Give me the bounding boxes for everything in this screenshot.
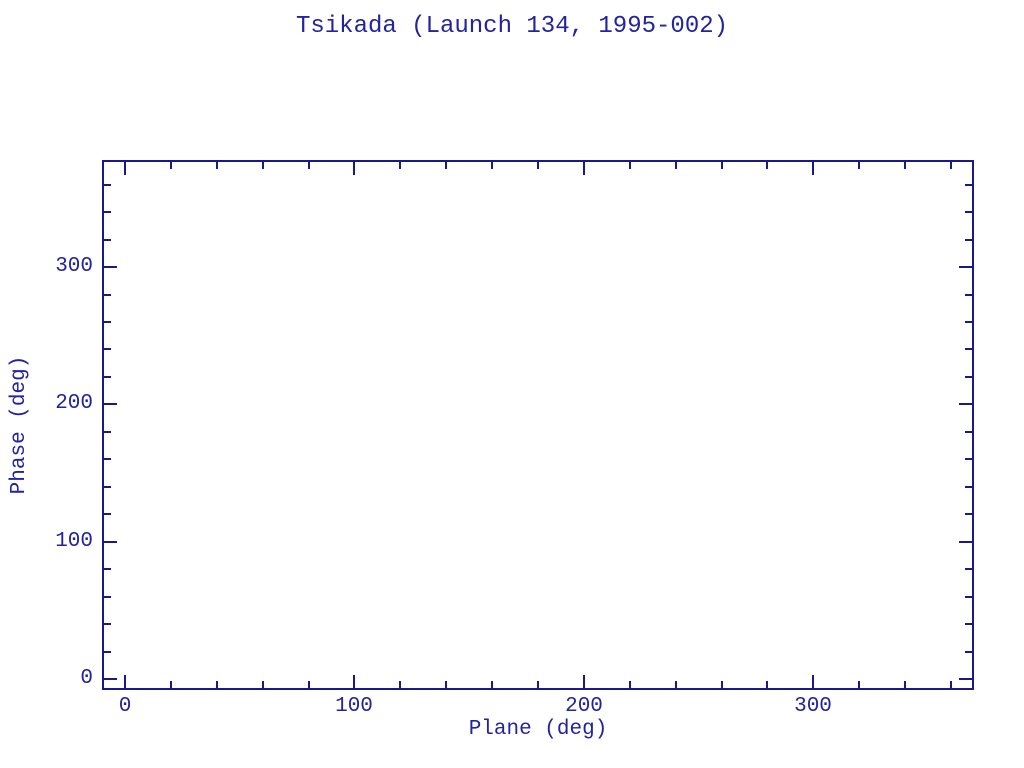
y-tick-label: 300 — [55, 255, 93, 278]
x-minor-tick — [950, 162, 952, 169]
y-minor-tick — [104, 623, 111, 625]
plot-frame — [102, 160, 974, 690]
x-major-tick — [124, 675, 126, 688]
x-minor-tick — [629, 681, 631, 688]
x-minor-tick — [491, 681, 493, 688]
y-minor-tick — [104, 568, 111, 570]
x-minor-tick — [445, 681, 447, 688]
x-minor-tick — [491, 162, 493, 169]
x-minor-tick — [262, 162, 264, 169]
y-minor-tick — [965, 211, 972, 213]
y-minor-tick — [965, 623, 972, 625]
y-minor-tick — [104, 321, 111, 323]
x-major-tick — [583, 162, 585, 175]
x-axis-label: Plane (deg) — [468, 718, 608, 741]
y-major-tick — [959, 678, 972, 680]
y-minor-tick — [965, 486, 972, 488]
y-major-tick — [104, 266, 117, 268]
x-minor-tick — [170, 681, 172, 688]
x-minor-tick — [766, 162, 768, 169]
x-major-tick — [124, 162, 126, 175]
x-minor-tick — [170, 162, 172, 169]
y-major-tick — [959, 541, 972, 543]
y-minor-tick — [965, 184, 972, 186]
x-tick-label: 100 — [335, 695, 373, 718]
y-major-tick — [104, 678, 117, 680]
y-minor-tick — [104, 513, 111, 515]
y-tick-label: 0 — [80, 667, 93, 690]
y-minor-tick — [965, 513, 972, 515]
y-minor-tick — [104, 458, 111, 460]
x-minor-tick — [399, 681, 401, 688]
y-minor-tick — [965, 651, 972, 653]
y-minor-tick — [965, 568, 972, 570]
x-minor-tick — [904, 681, 906, 688]
y-minor-tick — [104, 211, 111, 213]
y-minor-tick — [104, 376, 111, 378]
y-tick-label: 100 — [55, 530, 93, 553]
x-minor-tick — [262, 681, 264, 688]
x-minor-tick — [216, 162, 218, 169]
y-minor-tick — [965, 376, 972, 378]
y-minor-tick — [965, 458, 972, 460]
y-minor-tick — [104, 431, 111, 433]
x-minor-tick — [904, 162, 906, 169]
x-major-tick — [353, 675, 355, 688]
y-major-tick — [104, 403, 117, 405]
x-minor-tick — [445, 162, 447, 169]
chart-title: Tsikada (Launch 134, 1995-002) — [295, 13, 729, 40]
y-minor-tick — [104, 651, 111, 653]
x-minor-tick — [308, 162, 310, 169]
x-minor-tick — [308, 681, 310, 688]
y-minor-tick — [965, 294, 972, 296]
x-tick-label: 200 — [565, 695, 603, 718]
y-minor-tick — [104, 486, 111, 488]
y-major-tick — [959, 266, 972, 268]
y-minor-tick — [965, 239, 972, 241]
x-minor-tick — [629, 162, 631, 169]
x-major-tick — [353, 162, 355, 175]
x-minor-tick — [399, 162, 401, 169]
x-major-tick — [583, 675, 585, 688]
x-major-tick — [812, 675, 814, 688]
y-tick-label: 200 — [55, 392, 93, 415]
y-minor-tick — [104, 294, 111, 296]
x-minor-tick — [216, 681, 218, 688]
y-minor-tick — [965, 596, 972, 598]
x-major-tick — [812, 162, 814, 175]
y-minor-tick — [965, 348, 972, 350]
y-axis-label: Phase (deg) — [8, 355, 31, 495]
y-minor-tick — [104, 348, 111, 350]
x-minor-tick — [675, 681, 677, 688]
x-minor-tick — [675, 162, 677, 169]
x-minor-tick — [537, 162, 539, 169]
y-minor-tick — [104, 596, 111, 598]
x-minor-tick — [950, 681, 952, 688]
y-major-tick — [104, 541, 117, 543]
x-minor-tick — [537, 681, 539, 688]
y-minor-tick — [965, 431, 972, 433]
x-minor-tick — [858, 681, 860, 688]
x-minor-tick — [721, 162, 723, 169]
y-minor-tick — [104, 184, 111, 186]
x-tick-label: 300 — [794, 695, 832, 718]
x-minor-tick — [766, 681, 768, 688]
x-minor-tick — [721, 681, 723, 688]
y-major-tick — [959, 403, 972, 405]
x-tick-label: 0 — [118, 695, 132, 718]
x-minor-tick — [858, 162, 860, 169]
y-minor-tick — [104, 239, 111, 241]
y-minor-tick — [965, 321, 972, 323]
